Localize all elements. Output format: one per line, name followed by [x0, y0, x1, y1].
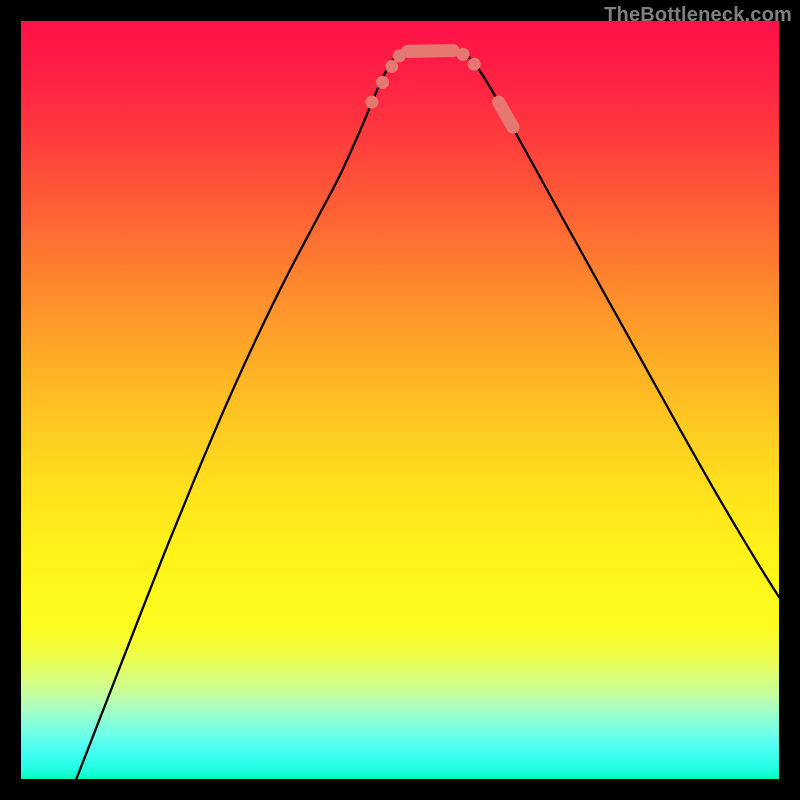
plot-background — [21, 21, 779, 779]
chart-stage: TheBottleneck.com — [0, 0, 800, 800]
watermark-label: TheBottleneck.com — [604, 4, 792, 27]
marker-pill — [408, 51, 453, 52]
marker-dot — [385, 60, 398, 73]
marker-dot — [365, 96, 378, 109]
marker-dot — [456, 48, 469, 61]
marker-dot — [468, 58, 481, 71]
bottleneck-plot — [0, 0, 800, 800]
marker-dot — [376, 76, 389, 89]
